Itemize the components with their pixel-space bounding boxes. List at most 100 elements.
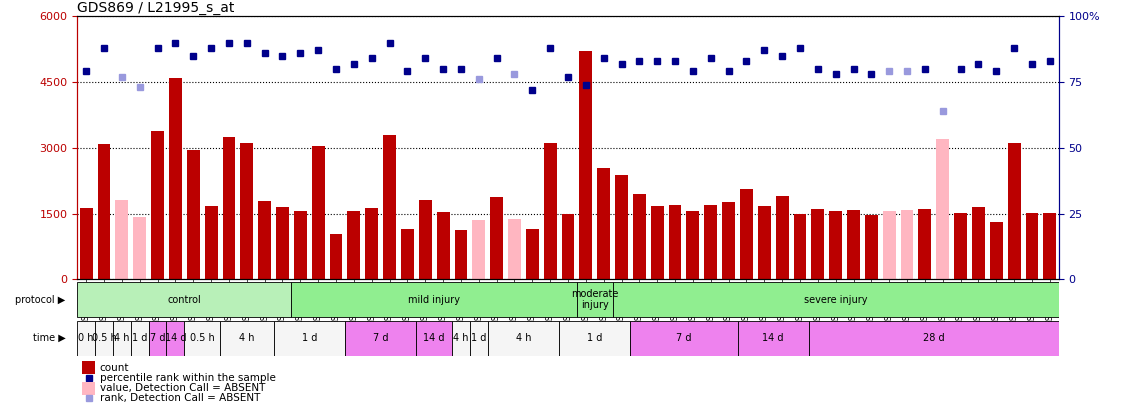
Bar bbox=[112, 321, 131, 356]
Text: rank, Detection Call = ABSENT: rank, Detection Call = ABSENT bbox=[100, 394, 260, 403]
Text: 1 d: 1 d bbox=[587, 333, 602, 343]
Bar bbox=[77, 282, 292, 317]
Bar bbox=[204, 206, 217, 279]
Bar bbox=[633, 194, 645, 279]
Bar bbox=[82, 382, 95, 395]
Bar bbox=[133, 217, 147, 279]
Text: 0.5 h: 0.5 h bbox=[190, 333, 215, 343]
Text: 1 d: 1 d bbox=[132, 333, 148, 343]
Bar bbox=[419, 200, 432, 279]
Bar bbox=[452, 321, 470, 356]
Bar bbox=[348, 211, 360, 279]
Bar bbox=[630, 321, 737, 356]
Bar bbox=[276, 207, 289, 279]
Bar bbox=[220, 321, 274, 356]
Bar bbox=[737, 321, 809, 356]
Bar bbox=[258, 201, 272, 279]
Text: time ▶: time ▶ bbox=[33, 333, 66, 343]
Text: count: count bbox=[100, 363, 130, 373]
Bar bbox=[579, 51, 592, 279]
Bar bbox=[704, 205, 717, 279]
Bar bbox=[311, 146, 325, 279]
Bar bbox=[294, 211, 307, 279]
Text: 1 d: 1 d bbox=[471, 333, 486, 343]
Text: 14 d: 14 d bbox=[762, 333, 784, 343]
Bar bbox=[151, 131, 164, 279]
Bar bbox=[186, 150, 200, 279]
Bar bbox=[274, 321, 345, 356]
Bar bbox=[167, 321, 184, 356]
Bar bbox=[526, 229, 538, 279]
Bar bbox=[989, 222, 1003, 279]
Bar bbox=[454, 230, 467, 279]
Text: 4 h: 4 h bbox=[516, 333, 532, 343]
Text: value, Detection Call = ABSENT: value, Detection Call = ABSENT bbox=[100, 383, 265, 393]
Bar bbox=[901, 210, 913, 279]
Bar bbox=[1026, 213, 1038, 279]
Bar bbox=[416, 321, 452, 356]
Text: control: control bbox=[167, 295, 201, 305]
Bar bbox=[794, 214, 807, 279]
Bar bbox=[954, 213, 967, 279]
Bar bbox=[80, 208, 93, 279]
Text: 7 d: 7 d bbox=[150, 333, 166, 343]
Bar bbox=[829, 211, 842, 279]
Bar bbox=[615, 175, 628, 279]
Bar bbox=[847, 210, 860, 279]
Bar bbox=[508, 219, 521, 279]
Bar bbox=[883, 211, 895, 279]
Bar bbox=[669, 205, 682, 279]
Text: percentile rank within the sample: percentile rank within the sample bbox=[100, 373, 276, 383]
Bar bbox=[740, 189, 753, 279]
Bar bbox=[936, 139, 950, 279]
Bar bbox=[758, 206, 770, 279]
Bar bbox=[487, 321, 559, 356]
Bar bbox=[864, 215, 878, 279]
Bar bbox=[169, 78, 182, 279]
Bar bbox=[131, 321, 149, 356]
Text: 4 h: 4 h bbox=[239, 333, 254, 343]
Bar bbox=[491, 196, 503, 279]
Bar bbox=[241, 143, 253, 279]
Bar bbox=[149, 321, 167, 356]
Bar bbox=[919, 209, 932, 279]
Bar bbox=[345, 321, 416, 356]
Bar bbox=[561, 214, 575, 279]
Text: moderate
injury: moderate injury bbox=[571, 289, 618, 311]
Text: GDS869 / L21995_s_at: GDS869 / L21995_s_at bbox=[77, 1, 235, 15]
Text: 7 d: 7 d bbox=[373, 333, 389, 343]
Text: 1 d: 1 d bbox=[301, 333, 317, 343]
Text: 0 h: 0 h bbox=[78, 333, 94, 343]
Bar bbox=[98, 144, 110, 279]
Text: 14 d: 14 d bbox=[424, 333, 445, 343]
Bar bbox=[292, 282, 577, 317]
Bar bbox=[722, 202, 735, 279]
Text: protocol ▶: protocol ▶ bbox=[15, 295, 66, 305]
Text: 0.5 h: 0.5 h bbox=[92, 333, 116, 343]
Text: 14 d: 14 d bbox=[165, 333, 186, 343]
Bar bbox=[686, 211, 700, 279]
Bar bbox=[401, 229, 414, 279]
Bar bbox=[184, 321, 220, 356]
Bar bbox=[383, 134, 396, 279]
Bar bbox=[366, 208, 378, 279]
Text: 4 h: 4 h bbox=[114, 333, 130, 343]
Bar bbox=[811, 209, 825, 279]
Bar bbox=[972, 207, 985, 279]
Bar bbox=[577, 282, 612, 317]
Bar bbox=[559, 321, 630, 356]
Bar bbox=[436, 212, 450, 279]
Bar bbox=[776, 196, 788, 279]
Bar bbox=[598, 168, 610, 279]
Bar bbox=[651, 206, 663, 279]
Bar bbox=[116, 200, 128, 279]
Bar bbox=[612, 282, 1059, 317]
Bar bbox=[544, 143, 557, 279]
Bar bbox=[329, 234, 342, 279]
Text: 28 d: 28 d bbox=[924, 333, 945, 343]
Bar bbox=[470, 321, 487, 356]
Bar bbox=[77, 321, 95, 356]
Bar bbox=[1008, 143, 1020, 279]
Text: mild injury: mild injury bbox=[408, 295, 460, 305]
Text: severe injury: severe injury bbox=[804, 295, 868, 305]
